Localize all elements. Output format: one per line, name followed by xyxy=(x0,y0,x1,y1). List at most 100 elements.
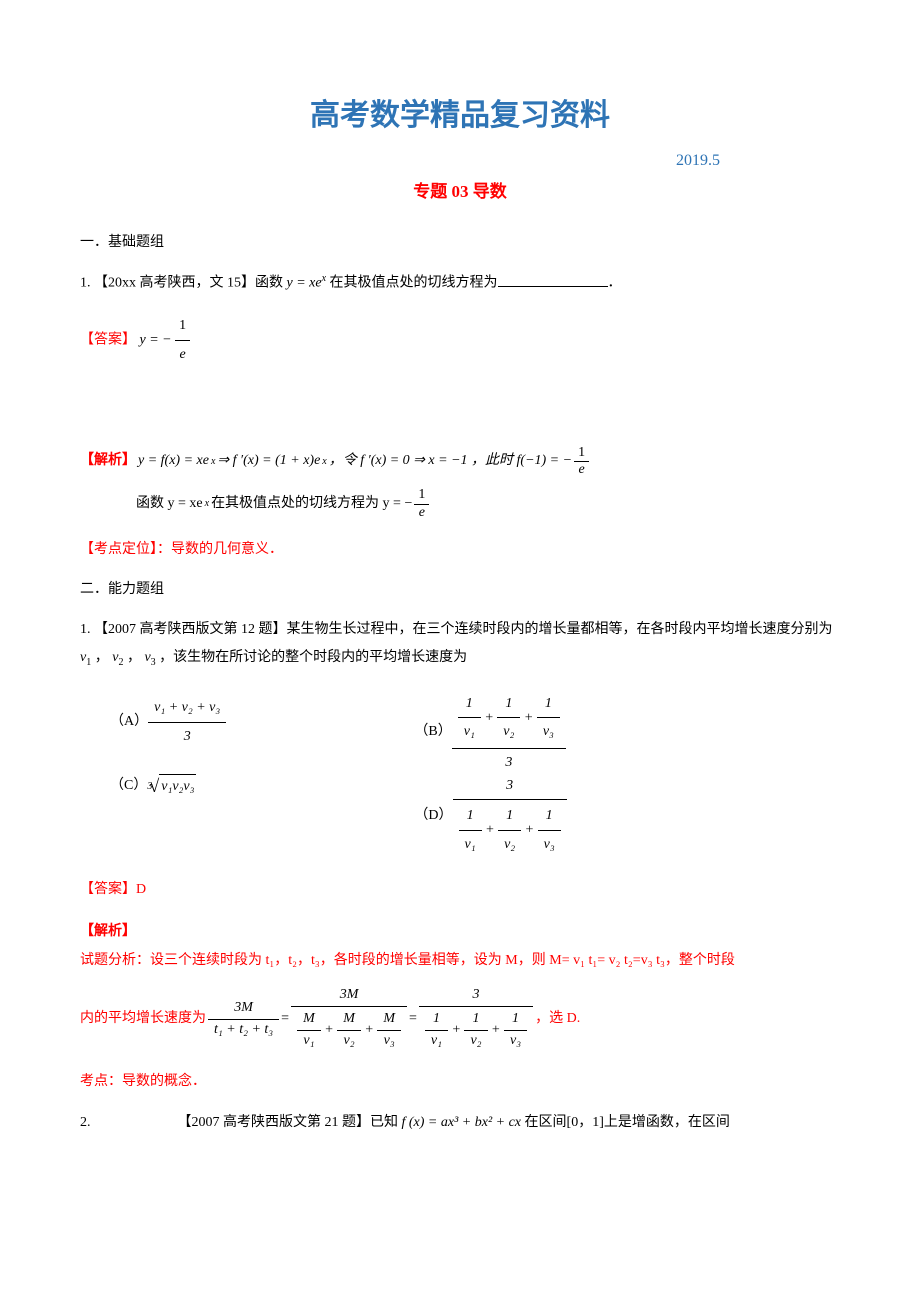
ana1-b: ⇒ f ′(x) = (1 + x)e xyxy=(217,453,320,470)
p2-ana-2b: ，选 D. xyxy=(535,1011,580,1028)
opt-b-label: （B） xyxy=(414,720,451,744)
d: v₃ xyxy=(377,1030,401,1052)
p3-source: 【2007 高考陕西版文第 21 题】已知 xyxy=(178,1115,402,1130)
radical-icon: √ xyxy=(149,771,159,802)
ana2-exp: x xyxy=(205,498,209,510)
options-grid: （A） v₁ + v₂ + v₃ 3 （C） 3 √ v₁v₂v₃ （B） 1v… xyxy=(80,690,840,858)
plus-sign: + xyxy=(364,1022,377,1037)
frac-den: e xyxy=(414,504,429,522)
analysis-label: 【解析】 xyxy=(80,918,840,946)
ana1-frac: 1 e xyxy=(574,445,589,480)
plus-sign: + xyxy=(484,710,497,725)
n: M xyxy=(377,1009,401,1030)
blank-field xyxy=(498,272,608,287)
n: 1 xyxy=(537,690,560,718)
frac-num: v₁ + v₂ + v₃ xyxy=(148,694,226,722)
eq-sign: = xyxy=(409,1011,417,1028)
eq-frac-2: 3M Mv₁ + Mv₂ + Mv₃ xyxy=(291,985,407,1053)
n: 1 xyxy=(464,1009,487,1030)
eq-sign: = xyxy=(281,1011,289,1028)
plus-sign: + xyxy=(485,823,498,838)
d: v₂ xyxy=(498,830,521,859)
option-c: （C） 3 √ v₁v₂v₃ xyxy=(80,754,414,818)
n: 1 xyxy=(498,802,521,830)
plus-sign: + xyxy=(524,710,537,725)
answer-value: D xyxy=(136,882,146,897)
frac-den: e xyxy=(175,340,190,369)
option-a: （A） v₁ + v₂ + v₃ 3 xyxy=(80,690,414,754)
kaodian-label: 考点： xyxy=(80,1074,122,1089)
opt-a-label: （A） xyxy=(80,710,148,734)
opt-c-root: 3 √ v₁v₂v₃ xyxy=(147,771,196,802)
section-1-heading: 一．基础题组 xyxy=(80,231,840,255)
frac-den: 3 xyxy=(148,722,226,751)
p2-s1: 1 xyxy=(86,656,91,667)
p2-s3: 3 xyxy=(151,656,156,667)
frac-den: 1v₁ + 1v₂ + 1v₃ xyxy=(453,799,567,861)
d: v₁ xyxy=(459,830,482,859)
problem-2-analysis: 【解析】 试题分析：设三个连续时段为 t₁，t₂，t₃，各时段的增长量相等，设为… xyxy=(80,918,840,1053)
n: 1 xyxy=(425,1009,448,1030)
analysis-label: 【解析】 xyxy=(80,453,136,470)
d: v₂ xyxy=(464,1030,487,1052)
problem-2: 1. 【2007 高考陕西版文第 12 题】某生物生长过程中，在三个连续时段内的… xyxy=(80,616,840,673)
problem-1-exp: x xyxy=(322,273,326,284)
problem-1-analysis: 【解析】 y = f(x) = xex ⇒ f ′(x) = (1 + x)ex… xyxy=(80,445,840,522)
n: M xyxy=(337,1009,361,1030)
n: 1 xyxy=(497,690,520,718)
page-title: 高考数学精品复习资料 xyxy=(80,90,840,141)
section-2-heading: 二．能力题组 xyxy=(80,578,840,602)
n: 1 xyxy=(504,1009,527,1030)
p2-ana-line2: 内的平均增长速度为 3M t₁ + t₂ + t₃ = 3M Mv₁ + Mv₂… xyxy=(80,985,840,1053)
plus-sign: + xyxy=(452,1022,465,1037)
ana1-exp2: x xyxy=(322,456,326,468)
eq-frac-3: 3 1v₁ + 1v₂ + 1v₃ xyxy=(419,985,533,1053)
plus-sign: + xyxy=(525,823,538,838)
p2-ana-2a: 内的平均增长速度为 xyxy=(80,1011,206,1028)
date-label: 2019.5 xyxy=(80,147,840,174)
locate-label: 【考点定位】 xyxy=(80,542,157,557)
frac-num: 1 xyxy=(574,445,589,462)
frac-num: 1v₁ + 1v₂ + 1v₃ xyxy=(452,688,566,749)
problem-1: 1. 【20xx 高考陕西，文 15】函数 y = xex 在其极值点处的切线方… xyxy=(80,269,840,298)
ana2-frac: 1 e xyxy=(414,487,429,522)
topic-heading: 专题 03 导数 xyxy=(80,178,840,207)
d: v₃ xyxy=(504,1030,527,1052)
plus-sign: + xyxy=(491,1022,504,1037)
opt-d-frac: 3 1v₁ + 1v₂ + 1v₃ xyxy=(453,772,567,861)
frac-num: 3M xyxy=(208,998,279,1019)
frac-den: Mv₁ + Mv₂ + Mv₃ xyxy=(291,1006,407,1054)
problem-2-answer: 【答案】D xyxy=(80,876,840,904)
kaodian: 考点：导数的概念． xyxy=(80,1070,840,1094)
eq-frac-1: 3M t₁ + t₂ + t₃ xyxy=(208,998,279,1041)
problem-1-fn: y = xe xyxy=(287,276,322,291)
opt-c-label: （C） xyxy=(80,774,147,798)
d: v₁ xyxy=(425,1030,448,1052)
ana2-b: 在其极值点处的切线方程为 y = − xyxy=(211,496,412,513)
n: 1 xyxy=(538,802,561,830)
p2-ana-line1: 试题分析：设三个连续时段为 t₁，t₂，t₃，各时段的增长量相等，设为 M，则 … xyxy=(80,946,840,977)
d: v₂ xyxy=(497,717,520,746)
answer-eq: y = − xyxy=(140,332,172,347)
locate-text: ：导数的几何意义． xyxy=(157,542,283,557)
plus-sign: + xyxy=(324,1022,337,1037)
problem-3: 2. 【2007 高考陕西版文第 21 题】已知 f (x) = ax³ + b… xyxy=(80,1109,840,1137)
frac-num: 1 xyxy=(175,312,190,340)
ana1-a: y = f(x) = xe xyxy=(138,453,209,470)
d: v₁ xyxy=(297,1030,321,1052)
ana1-exp1: x xyxy=(211,456,215,468)
opt-d-label: （D） xyxy=(414,804,452,828)
kaodian-text: 导数的概念． xyxy=(122,1074,206,1089)
d: v₁ xyxy=(458,717,481,746)
frac-den: 1v₁ + 1v₂ + 1v₃ xyxy=(419,1006,533,1054)
p2-c2: ， xyxy=(127,650,145,665)
problem-1-suffix: 在其极值点处的切线方程为 xyxy=(330,276,498,291)
frac-num: 1 xyxy=(414,487,429,504)
d: v₂ xyxy=(337,1030,361,1052)
p3-fn: f (x) = ax³ + bx² + cx xyxy=(402,1115,522,1130)
d: v₃ xyxy=(538,830,561,859)
frac-num: 3 xyxy=(419,985,533,1006)
p2-text2: ，该生物在所讨论的整个时段内的平均增长速度为 xyxy=(159,650,467,665)
frac-num: 3M xyxy=(291,985,407,1006)
n: M xyxy=(297,1009,321,1030)
